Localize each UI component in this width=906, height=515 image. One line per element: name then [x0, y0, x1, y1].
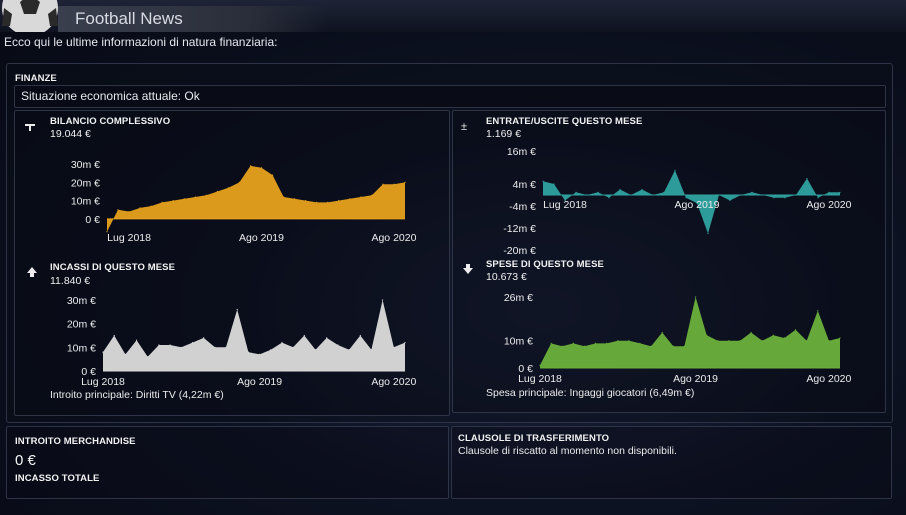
- header-title-bar: [58, 6, 328, 32]
- bilancio-value: 19.044 €: [50, 128, 91, 140]
- arrow-down-icon: [463, 264, 473, 274]
- balance-icon: [25, 124, 35, 131]
- economic-status: Situazione economica attuale: Ok: [14, 85, 886, 108]
- plus-minus-icon: ±: [461, 121, 467, 132]
- incassi-value: 11.840 €: [50, 275, 91, 287]
- transfer-clauses-text: Clausole di riscatto al momento non disp…: [458, 445, 677, 457]
- transfer-clauses-title: CLAUSOLE DI TRASFERIMENTO: [458, 433, 610, 444]
- merchandise-value: 0 €: [15, 452, 36, 469]
- merchandise-total-label: INCASSO TOTALE: [15, 473, 100, 484]
- svg-text:±: ±: [461, 121, 467, 132]
- bilancio-title: BILANCIO COMPLESSIVO: [50, 116, 171, 127]
- economic-status-text: Situazione economica attuale: Ok: [21, 89, 200, 103]
- spese-title: SPESE DI QUESTO MESE: [486, 259, 604, 270]
- intro-text: Ecco qui le ultime informazioni di natur…: [4, 35, 278, 49]
- merchandise-panel: [6, 426, 449, 499]
- spese-value: 10.673 €: [486, 271, 527, 283]
- spese-main-expense: Spesa principale: Ingaggi giocatori (6,4…: [486, 387, 695, 399]
- merchandise-title: INTROITO MERCHANDISE: [15, 436, 136, 447]
- entrate-title: ENTRATE/USCITE QUESTO MESE: [486, 116, 643, 127]
- transfer-clauses-panel: [451, 426, 892, 499]
- header-bar: Football News: [0, 0, 906, 32]
- finance-title: FINANZE: [15, 73, 57, 84]
- page-title: Football News: [75, 9, 183, 28]
- football-icon: [0, 0, 60, 32]
- incassi-title: INCASSI DI QUESTO MESE: [50, 262, 176, 273]
- entrate-value: 1.169 €: [486, 128, 522, 140]
- incassi-main-income: Introito principale: Diritti TV (4,22m €…: [50, 389, 224, 401]
- arrow-up-icon: [27, 267, 37, 277]
